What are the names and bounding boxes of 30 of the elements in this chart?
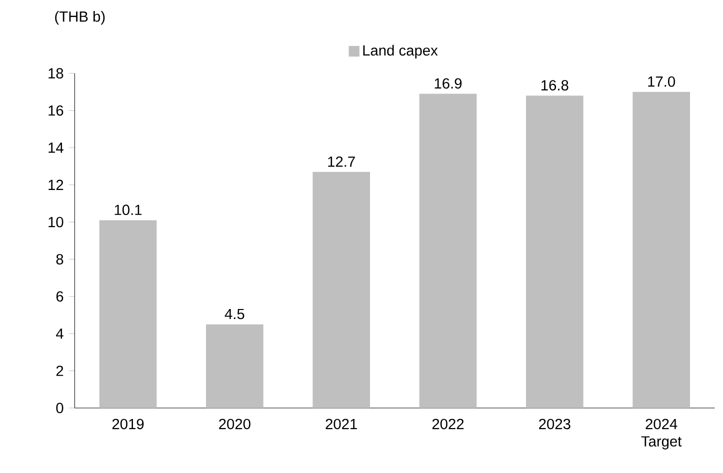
legend-label: Land capex (363, 44, 438, 59)
x-tick-label: 2022 (432, 418, 464, 430)
x-tick-label: 2023 (539, 418, 570, 430)
data-label: 16.9 (434, 78, 462, 89)
y-tick-label: 2 (56, 366, 64, 376)
y-tick-label: 16 (48, 105, 64, 116)
y-tick-label: 18 (48, 68, 64, 79)
x-tick-label: 2021 (326, 418, 357, 430)
bar (99, 220, 157, 408)
bar (526, 96, 584, 408)
y-tick-label: 4 (56, 328, 64, 339)
bar (632, 92, 690, 408)
data-label: 10.1 (114, 204, 142, 216)
data-label: 16.8 (542, 80, 568, 90)
y-tick-label: 12 (48, 180, 64, 190)
y-axis-title: (THB b) (55, 11, 105, 25)
y-tick-label: 0 (56, 402, 64, 414)
x-tick-label: 2024 Target (641, 418, 682, 450)
data-label: 17.0 (648, 76, 676, 87)
data-label: 12.7 (328, 156, 355, 167)
bar (419, 94, 477, 408)
y-tick-label: 14 (48, 142, 64, 153)
x-tick-label: 2019 (112, 418, 144, 430)
bar (312, 172, 370, 408)
y-tick-label: 6 (56, 291, 64, 302)
x-tick-label: 2020 (219, 418, 250, 430)
data-label: 4.5 (224, 308, 244, 320)
bar (206, 324, 264, 408)
y-tick-label: 8 (56, 254, 64, 264)
y-tick-label: 10 (48, 216, 64, 228)
